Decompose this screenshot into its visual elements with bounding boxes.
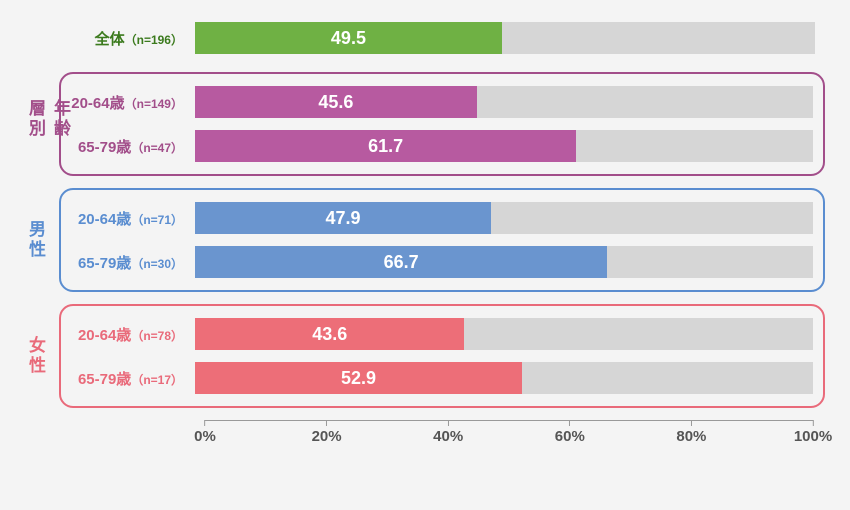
tick-mark: [205, 420, 206, 426]
bar-row: 20-64歳（n=149） 45.6: [71, 84, 813, 120]
row-n: （n=71）: [131, 213, 183, 227]
group-box-age: 年齢層別20-64歳（n=149）45.665-79歳（n=47）61.7: [59, 72, 825, 176]
row-label: 20-64歳（n=78）: [71, 324, 195, 345]
axis-tick: 0%: [194, 420, 216, 445]
row-label: 20-64歳（n=71）: [71, 208, 195, 229]
bar-track: 49.5: [195, 22, 815, 54]
tick-label: 80%: [676, 428, 706, 445]
bar-value: 66.7: [384, 252, 419, 273]
bar-track: 45.6: [195, 86, 813, 118]
tick-label: 40%: [433, 428, 463, 445]
tick-mark: [813, 420, 814, 426]
overall-n: （n=196）: [125, 33, 183, 47]
group-box-male: 男性20-64歳（n=71）47.965-79歳（n=30）66.7: [59, 188, 825, 292]
row-n: （n=17）: [131, 373, 183, 387]
bar-row: 65-79歳（n=30） 66.7: [71, 244, 813, 280]
row-label: 65-79歳（n=17）: [71, 368, 195, 389]
groups-container: 年齢層別20-64歳（n=149）45.665-79歳（n=47）61.7男性2…: [15, 72, 825, 408]
tick-mark: [569, 420, 570, 426]
axis-tick: 100%: [794, 420, 832, 445]
axis-line: [205, 420, 813, 421]
overall-value: 49.5: [331, 28, 366, 49]
bar-track: 47.9: [195, 202, 813, 234]
bar-fill: 47.9: [195, 202, 491, 234]
tick-mark: [448, 420, 449, 426]
bar-track: 52.9: [195, 362, 813, 394]
row-n: （n=78）: [131, 329, 183, 343]
bar-track: 66.7: [195, 246, 813, 278]
bar-row: 65-79歳（n=47） 61.7: [71, 128, 813, 164]
row-n: （n=30）: [131, 257, 183, 271]
group-label-female: 女性: [23, 336, 48, 376]
bar-row: 65-79歳（n=17） 52.9: [71, 360, 813, 396]
bar-row: 20-64歳（n=78） 43.6: [71, 316, 813, 352]
group-box-female: 女性20-64歳（n=78）43.665-79歳（n=17）52.9: [59, 304, 825, 408]
bar-value: 45.6: [318, 92, 353, 113]
axis-tick: 40%: [433, 420, 463, 445]
tick-mark: [691, 420, 692, 426]
bar-fill: 66.7: [195, 246, 607, 278]
bar-value: 61.7: [368, 136, 403, 157]
bar-row: 20-64歳（n=71） 47.9: [71, 200, 813, 236]
bar-fill: 52.9: [195, 362, 522, 394]
row-label-text: 65-79歳: [78, 371, 131, 388]
bar-track: 43.6: [195, 318, 813, 350]
tick-label: 20%: [312, 428, 342, 445]
row-label-text: 65-79歳: [78, 139, 131, 156]
tick-mark: [326, 420, 327, 426]
row-label: 65-79歳（n=30）: [71, 252, 195, 273]
row-label-text: 65-79歳: [78, 255, 131, 272]
tick-label: 60%: [555, 428, 585, 445]
axis-tick: 80%: [676, 420, 706, 445]
bar-fill: 61.7: [195, 130, 576, 162]
group-label-age: 年齢層別: [23, 99, 73, 149]
overall-row: 全体（n=196） 49.5: [59, 20, 825, 56]
bar-fill: 43.6: [195, 318, 464, 350]
bar-track: 61.7: [195, 130, 813, 162]
bar-fill: 45.6: [195, 86, 477, 118]
axis-tick: 60%: [555, 420, 585, 445]
demographic-bar-chart: 全体（n=196） 49.5 年齢層別20-64歳（n=149）45.665-7…: [15, 20, 825, 450]
row-n: （n=149）: [125, 97, 183, 111]
tick-label: 0%: [194, 428, 216, 445]
axis-tick: 20%: [312, 420, 342, 445]
bar-value: 43.6: [312, 324, 347, 345]
bar-value: 47.9: [325, 208, 360, 229]
overall-label-text: 全体: [95, 31, 125, 48]
x-axis: 0%20%40%60%80%100%: [205, 420, 813, 450]
tick-label: 100%: [794, 428, 832, 445]
row-label-text: 20-64歳: [71, 95, 124, 112]
overall-bar: 49.5: [195, 22, 502, 54]
row-label: 20-64歳（n=149）: [71, 92, 195, 113]
bar-value: 52.9: [341, 368, 376, 389]
overall-label: 全体（n=196）: [69, 28, 195, 49]
row-n: （n=47）: [131, 141, 183, 155]
row-label: 65-79歳（n=47）: [71, 136, 195, 157]
group-label-male: 男性: [23, 220, 48, 260]
row-label-text: 20-64歳: [78, 211, 131, 228]
row-label-text: 20-64歳: [78, 327, 131, 344]
